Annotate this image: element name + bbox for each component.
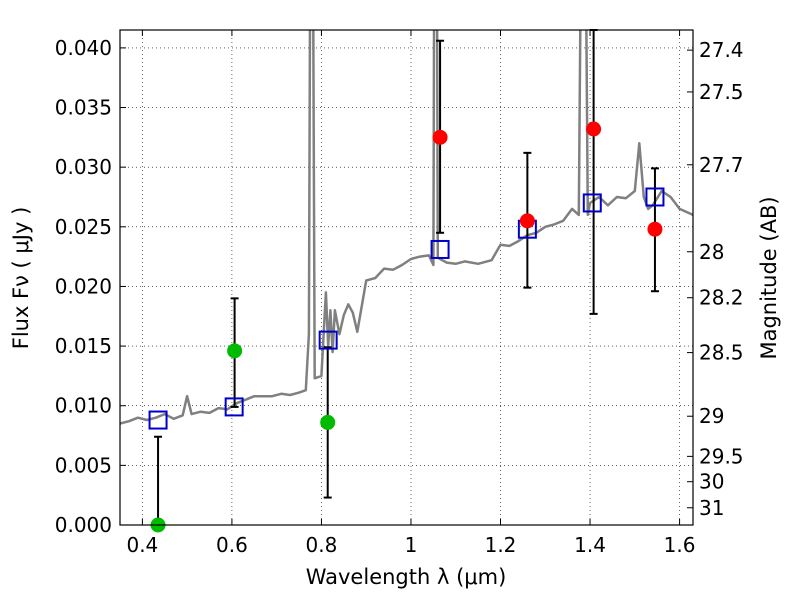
model-square-marker bbox=[148, 410, 168, 430]
magnitude-tick-label: 29 bbox=[699, 404, 724, 428]
magnitude-axis-label: Magnitude (AB) bbox=[757, 196, 781, 359]
optical-point bbox=[227, 343, 243, 359]
y-tick-label: 0.005 bbox=[55, 453, 112, 477]
magnitude-tick-label: 29.5 bbox=[699, 444, 744, 468]
y-tick-label: 0.025 bbox=[55, 215, 112, 239]
model-square-marker bbox=[430, 239, 450, 259]
y-axis-ticks: 0.000 0.005 0.010 0.015 0.020 0.025 0.030 0.035… bbox=[55, 36, 126, 537]
plot-area bbox=[120, 30, 693, 425]
data-markers bbox=[148, 121, 665, 533]
magnitude-tick-label: 27.5 bbox=[699, 80, 744, 104]
x-tick-label: 1.2 bbox=[485, 533, 517, 557]
magnitude-tick-label: 27.4 bbox=[699, 38, 744, 62]
nir-point bbox=[586, 121, 602, 137]
y-tick-label: 0.000 bbox=[55, 513, 112, 537]
x-tick-label: 0.4 bbox=[126, 533, 158, 557]
magnitude-tick-label: 28 bbox=[699, 240, 724, 264]
x-axis-ticks: 0.4 0.6 0.8 1 1.2 1.4 1.6 bbox=[126, 30, 695, 557]
x-tick-label: 1 bbox=[405, 533, 418, 557]
optical-point bbox=[320, 414, 336, 430]
plot-frame bbox=[119, 29, 694, 526]
x-tick-label: 1.4 bbox=[574, 533, 606, 557]
nir-point bbox=[647, 221, 663, 237]
magnitude-tick-label: 28.2 bbox=[699, 286, 744, 310]
x-axis-label: Wavelength λ (μm) bbox=[306, 565, 507, 589]
y-tick-label: 0.030 bbox=[55, 155, 112, 179]
nir-point bbox=[519, 213, 535, 229]
model-square-marker bbox=[582, 193, 602, 213]
y-tick-label: 0.020 bbox=[55, 274, 112, 298]
magnitude-tick-label: 31 bbox=[699, 496, 724, 520]
magnitude-tick-label: 27.7 bbox=[699, 153, 744, 177]
x-tick-label: 0.6 bbox=[216, 533, 248, 557]
x-tick-label: 1.6 bbox=[664, 533, 696, 557]
grid-lines bbox=[120, 30, 693, 526]
y-tick-label: 0.010 bbox=[55, 394, 112, 418]
y-axis-label: Flux Fν ( μJy ) bbox=[9, 207, 33, 350]
magnitude-tick-label: 30 bbox=[699, 470, 724, 494]
x-tick-label: 0.8 bbox=[306, 533, 338, 557]
template-spectrum-line bbox=[120, 30, 693, 425]
y-tick-label: 0.040 bbox=[55, 36, 112, 60]
nir-point bbox=[432, 129, 448, 145]
y-tick-label: 0.035 bbox=[55, 96, 112, 120]
magnitude-tick-label: 28.5 bbox=[699, 341, 744, 365]
model-square-marker bbox=[224, 397, 244, 417]
model-square-marker bbox=[645, 187, 665, 207]
y-tick-label: 0.015 bbox=[55, 334, 112, 358]
model-square-marker bbox=[318, 330, 338, 350]
